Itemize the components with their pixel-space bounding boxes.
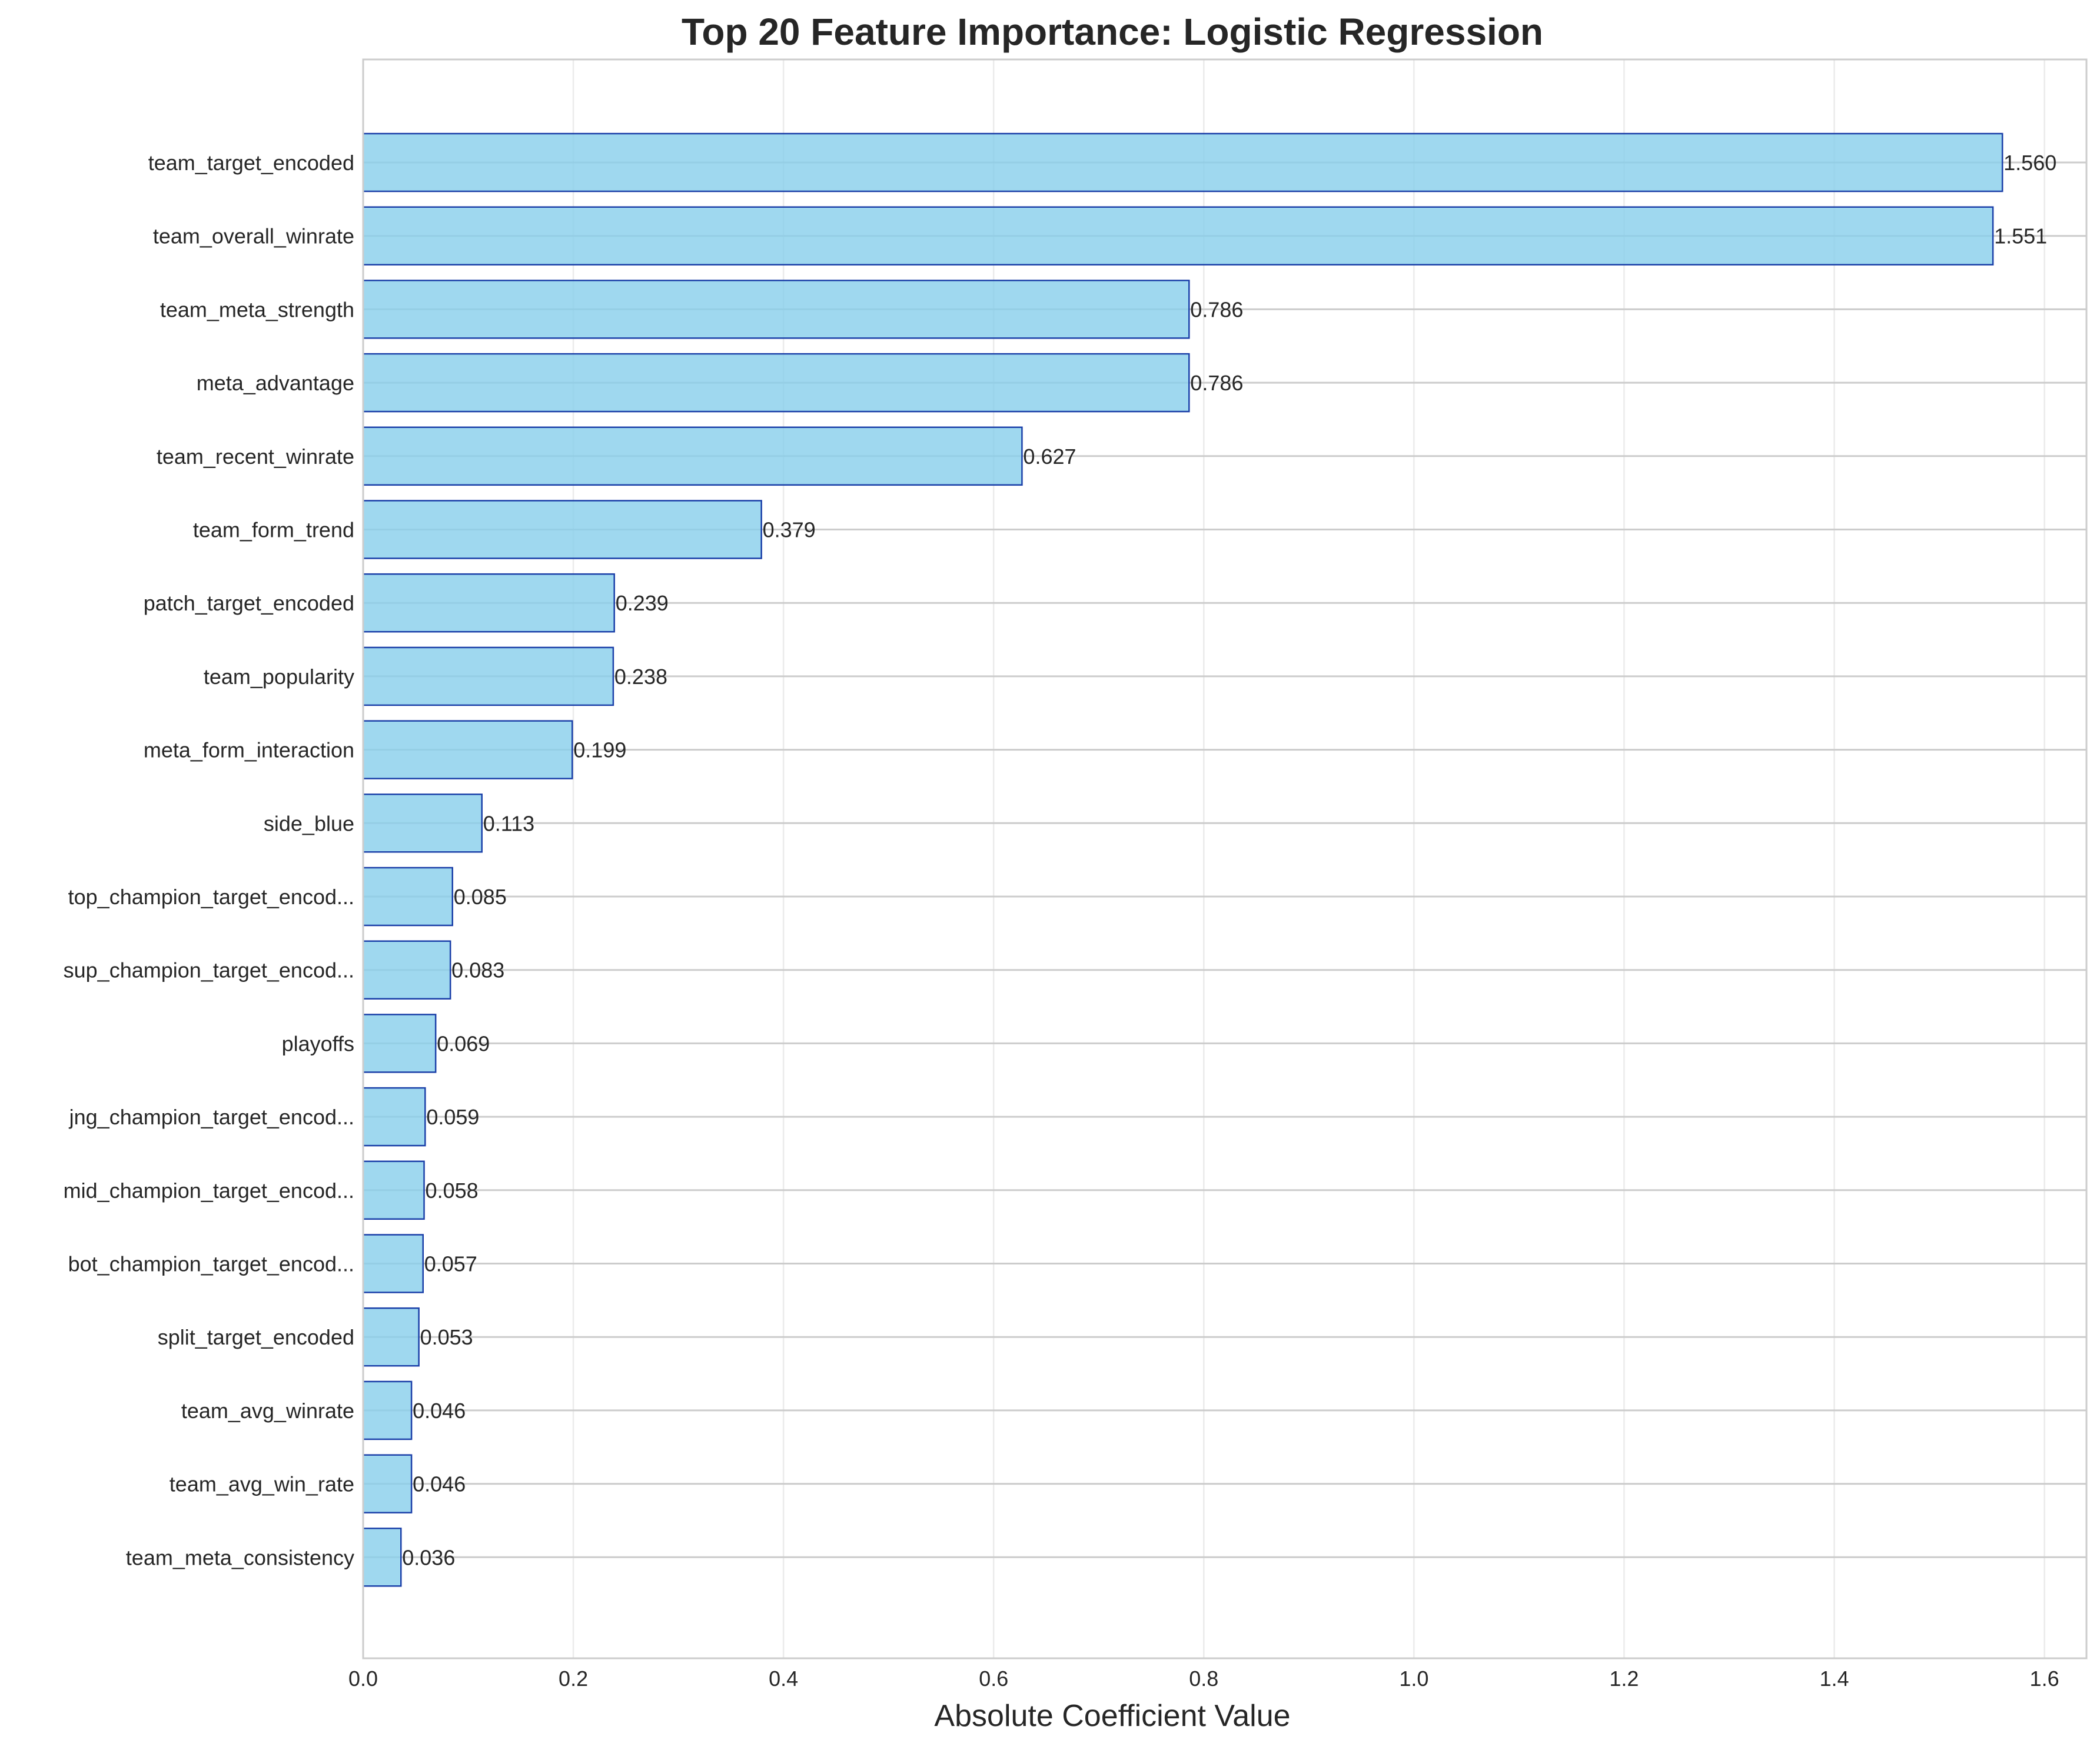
data-label: 0.058 xyxy=(426,1179,479,1203)
y-tick-label: team_meta_consistency xyxy=(126,1545,354,1569)
data-label: 0.046 xyxy=(413,1399,466,1423)
y-tick-label: meta_form_interaction xyxy=(144,738,354,762)
bar xyxy=(362,1160,425,1220)
bar xyxy=(362,206,1994,265)
y-tick-label: split_target_encoded xyxy=(158,1325,354,1349)
bar xyxy=(362,1014,437,1073)
y-tick-label: team_overall_winrate xyxy=(153,224,354,248)
bar xyxy=(362,573,615,633)
y-tick-label: team_avg_winrate xyxy=(181,1399,354,1423)
data-label: 0.786 xyxy=(1190,371,1243,395)
bar xyxy=(362,794,483,853)
x-tick-label: 0.4 xyxy=(769,1667,798,1691)
bar xyxy=(362,1454,413,1513)
data-label: 0.036 xyxy=(402,1545,455,1569)
data-label: 0.083 xyxy=(451,958,504,982)
bar xyxy=(362,867,454,927)
y-tick-label: patch_target_encoded xyxy=(144,591,354,615)
chart-title: Top 20 Feature Importance: Logistic Regr… xyxy=(682,11,1543,53)
data-label: 1.551 xyxy=(1994,224,2047,248)
bar xyxy=(362,646,614,706)
x-tick-label: 1.2 xyxy=(1609,1667,1639,1691)
bar xyxy=(362,720,573,779)
y-tick-label: meta_advantage xyxy=(197,371,354,395)
data-label: 0.113 xyxy=(483,811,534,835)
bar xyxy=(362,1528,402,1587)
bar xyxy=(362,500,762,559)
y-tick-label: team_recent_winrate xyxy=(157,444,354,469)
data-labels: 1.560 1.551 0.786 0.786 0.627 0.379 0.239 0.238… xyxy=(402,151,2056,1569)
y-tick-label: mid_champion_target_encod... xyxy=(64,1179,354,1203)
x-tick-label: 0.8 xyxy=(1189,1667,1218,1691)
data-label: 0.069 xyxy=(437,1031,490,1055)
bar xyxy=(362,1380,413,1440)
data-label: 1.560 xyxy=(2003,151,2056,175)
x-tick-label: 0.6 xyxy=(979,1667,1008,1691)
data-label: 0.057 xyxy=(424,1252,477,1276)
x-tick-label: 1.0 xyxy=(1399,1667,1428,1691)
y-tick-label: team_target_encoded xyxy=(148,151,354,175)
bar xyxy=(362,426,1023,486)
y-tick-label: top_champion_target_encod... xyxy=(68,885,354,909)
bar xyxy=(362,940,451,1000)
bar xyxy=(362,132,2003,192)
bar xyxy=(362,1307,420,1367)
y-tick-label: bot_champion_target_encod... xyxy=(68,1252,354,1276)
data-label: 0.199 xyxy=(573,738,626,762)
y-tick-label: sup_champion_target_encod... xyxy=(64,958,354,982)
x-tick-label: 0.2 xyxy=(559,1667,588,1691)
data-label: 0.053 xyxy=(420,1325,473,1349)
y-tick-label: team_meta_strength xyxy=(160,297,354,321)
data-label: 0.379 xyxy=(763,518,816,542)
y-tick-labels: team_target_encoded team_overall_winratet… xyxy=(64,151,354,1569)
bar xyxy=(362,353,1190,413)
x-axis-label: Absolute Coefficient Value xyxy=(934,1699,1290,1733)
plot-area-frame xyxy=(362,58,2088,1659)
x-tick-label: 1.4 xyxy=(1819,1667,1849,1691)
data-label: 0.238 xyxy=(614,665,667,689)
bar xyxy=(362,1234,424,1293)
data-label: 0.059 xyxy=(426,1105,479,1129)
y-tick-label: playoffs xyxy=(282,1031,354,1055)
y-tick-label: jng_champion_target_encod... xyxy=(69,1105,354,1129)
bar xyxy=(362,1087,426,1147)
x-tick-labels: 0.0 0.2 0.4 0.6 0.8 1.0 1.2 1.4 1.6 xyxy=(348,1667,2059,1691)
x-tick-label: 1.6 xyxy=(2030,1667,2059,1691)
bar xyxy=(362,280,1190,339)
y-tick-label: team_avg_win_rate xyxy=(170,1472,354,1496)
y-tick-label: team_popularity xyxy=(204,665,354,689)
data-label: 0.085 xyxy=(454,885,507,909)
y-tick-label: side_blue xyxy=(264,811,354,835)
data-label: 0.786 xyxy=(1190,297,1243,321)
bars xyxy=(362,132,2003,1587)
x-tick-label: 0.0 xyxy=(348,1667,378,1691)
y-tick-label: team_form_trend xyxy=(193,518,354,542)
data-label: 0.239 xyxy=(616,591,669,615)
data-label: 0.046 xyxy=(413,1472,466,1496)
data-label: 0.627 xyxy=(1023,444,1076,469)
